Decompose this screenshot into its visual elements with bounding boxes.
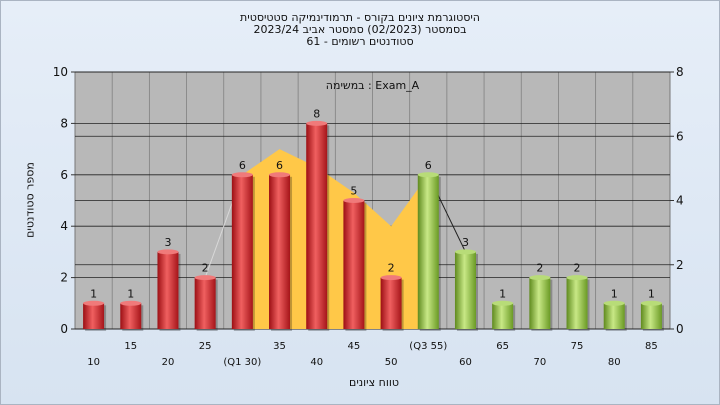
bar [529, 277, 551, 329]
bar-top [83, 300, 105, 306]
chart-title-line-1: היסטוגרמת ציונים בקורס - תרמודינמיקה סטט… [240, 11, 480, 24]
chart-title-line-3: סטודנטים רשומים - 61 [306, 35, 414, 48]
x-axis-tick-label: 75 [571, 341, 584, 352]
y-axis-tick-label: 8 [60, 116, 68, 130]
x-axis-tick-label: 15 [124, 341, 137, 352]
x-axis-tick-label: 25 [199, 341, 212, 352]
bar-value-label: 1 [90, 287, 97, 300]
bar-value-label: 1 [127, 287, 134, 300]
bar-value-label: 1 [499, 287, 506, 300]
bar-top [603, 300, 625, 306]
bar-top [566, 275, 588, 281]
x-axis-tick-label: 70 [533, 357, 546, 368]
bar-top [231, 172, 253, 178]
bar-top [120, 300, 142, 306]
y-axis-tick-label: 0 [60, 322, 68, 336]
x-axis-tick-label: 85 [645, 341, 658, 352]
x-axis-tick-label: 60 [459, 357, 472, 368]
x-axis-tick-label: 20 [162, 357, 175, 368]
bar [603, 303, 625, 329]
bar-top [157, 249, 179, 255]
bar [640, 303, 662, 329]
y2-axis-tick-label: 0 [676, 322, 684, 336]
x-axis-tick-label: 40 [310, 357, 323, 368]
bar [492, 303, 514, 329]
bar-top [417, 172, 439, 178]
bar [120, 303, 142, 329]
y2-axis-tick-label: 6 [676, 129, 684, 143]
bar-top [492, 300, 514, 306]
bar [231, 174, 253, 329]
y-axis-title: מספר סטודנטים [23, 162, 37, 238]
x-axis-tick-label: 10 [87, 357, 100, 368]
x-axis-tick-label: 80 [608, 357, 621, 368]
y2-axis-tick-label: 2 [676, 258, 684, 272]
bar-top [343, 198, 365, 203]
chart-title-line-2: בסמסטר (02/2023) סמסטר אביב 2023/24 [253, 23, 467, 36]
x-axis-tick-label: 35 [273, 341, 286, 352]
y-axis-tick-label: 6 [60, 168, 68, 182]
bar [380, 277, 402, 329]
bar-top [306, 120, 328, 126]
y-axis-tick-label: 2 [60, 271, 68, 285]
bar [343, 200, 365, 329]
bar-top [640, 300, 662, 306]
bar-value-label: 6 [276, 159, 283, 172]
bar-value-label: 8 [313, 107, 320, 120]
bar [566, 277, 588, 329]
bar-top [529, 275, 551, 281]
bar-value-label: 5 [350, 185, 357, 198]
bar-value-label: 2 [574, 262, 581, 275]
y-axis-tick-label: 10 [53, 65, 68, 79]
bar-value-label: 6 [425, 159, 432, 172]
bar-value-label: 6 [239, 159, 246, 172]
x-axis-tick-label: 65 [496, 341, 509, 352]
y-axis-tick-label: 4 [60, 219, 68, 233]
bar-top [269, 172, 291, 178]
bar [157, 251, 179, 329]
y2-axis-tick-label: 4 [676, 194, 684, 208]
x-axis-tick-label: (Q3 55) [409, 341, 447, 352]
bar-top [454, 249, 476, 255]
y2-axis-tick-label: 8 [676, 65, 684, 79]
bar [83, 303, 105, 329]
x-axis-tick-label: 45 [348, 341, 361, 352]
x-axis-tick-label: (Q1 30) [223, 357, 261, 368]
x-axis-title: טווח ציונים [349, 376, 399, 389]
bar-value-label: 1 [648, 287, 655, 300]
bar [417, 174, 439, 329]
bar-value-label: 2 [536, 262, 543, 275]
bar-top [380, 275, 402, 281]
bar-top [194, 275, 216, 281]
bar-value-label: 1 [611, 287, 618, 300]
bar-value-label: 3 [462, 236, 469, 249]
bar-value-label: 3 [164, 236, 171, 249]
bar [194, 277, 216, 329]
exam-annotation: במשימה : Exam_A [326, 79, 420, 92]
bar [454, 251, 476, 329]
bar-value-label: 2 [202, 262, 209, 275]
x-axis-tick-label: 50 [385, 357, 398, 368]
bar [269, 174, 291, 329]
bar-value-label: 2 [388, 262, 395, 275]
bar [306, 123, 328, 330]
